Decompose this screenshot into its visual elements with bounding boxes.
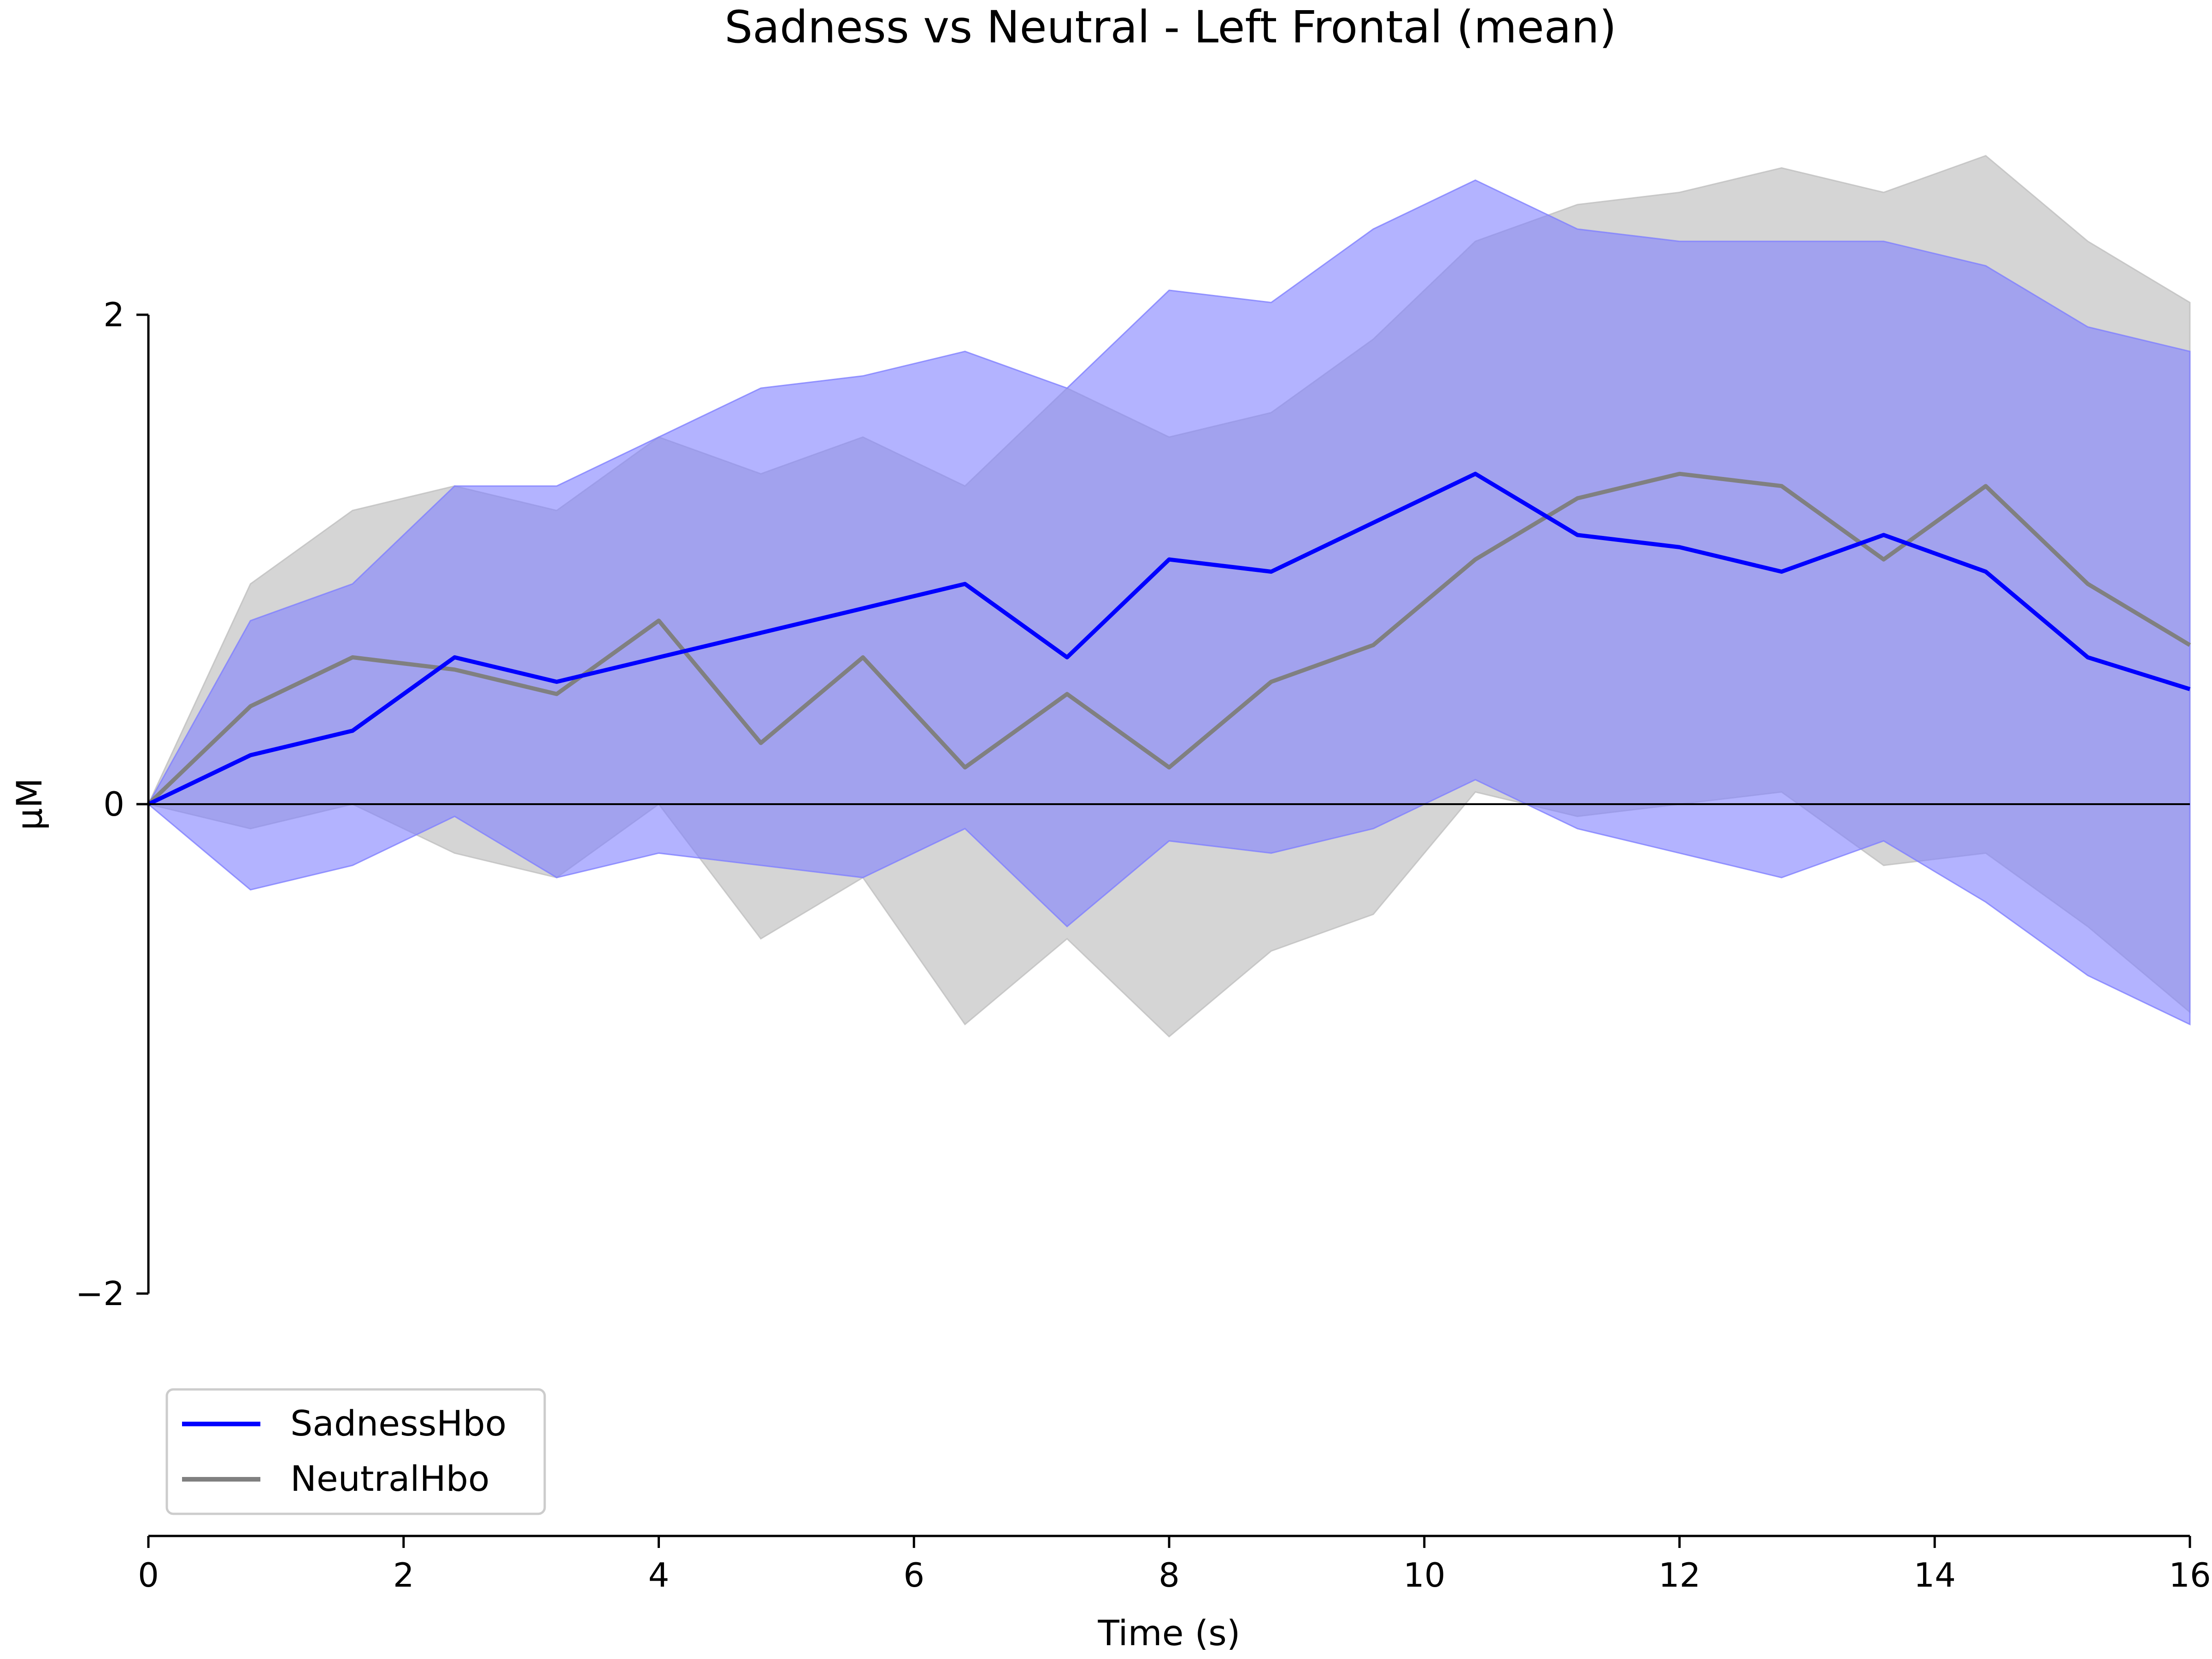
- series-line-sadnesshbo: [147, 471, 2191, 806]
- x-tick-label: 8: [1159, 1556, 1180, 1594]
- x-tick-label: 16: [2169, 1556, 2211, 1594]
- y-tick-label: 2: [103, 295, 124, 334]
- x-axis: 0 2 4 6 8 10 12 14 16: [138, 1535, 2211, 1594]
- x-tick-label: 4: [648, 1556, 670, 1594]
- series-lines: [147, 471, 2191, 806]
- legend-box: [165, 1388, 546, 1515]
- chart-title: Sadness vs Neutral - Left Frontal (mean): [724, 1, 1617, 53]
- x-tick-label: 6: [903, 1556, 924, 1594]
- y-axis: −2 0 2: [76, 295, 150, 1313]
- series-line-neutralhbo: [147, 471, 2191, 806]
- y-tick-label: 0: [103, 785, 124, 824]
- x-tick-label: 2: [393, 1556, 414, 1594]
- x-tick-label: 10: [1403, 1556, 1446, 1594]
- x-axis-label: Time (s): [1097, 1612, 1240, 1653]
- legend-label-sadness: SadnessHbo: [290, 1403, 506, 1444]
- legend-label-neutral: NeutralHbo: [290, 1458, 489, 1499]
- x-tick-label: 12: [1659, 1556, 1701, 1594]
- y-tick-label: −2: [76, 1274, 124, 1313]
- x-tick-label: 14: [1913, 1556, 1956, 1594]
- legend: SadnessHbo NeutralHbo: [165, 1388, 546, 1515]
- confidence-bands: [147, 155, 2191, 1038]
- y-axis-label: µM: [9, 778, 50, 830]
- x-tick-label: 0: [138, 1556, 159, 1594]
